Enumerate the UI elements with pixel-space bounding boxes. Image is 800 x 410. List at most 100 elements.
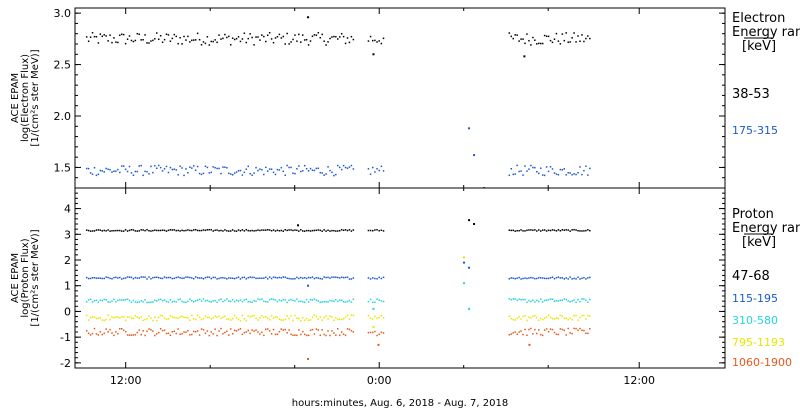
data-point (587, 174, 589, 176)
data-point (117, 41, 119, 44)
data-point (547, 299, 550, 301)
data-point (282, 276, 285, 278)
data-point (228, 318, 230, 320)
data-point (518, 170, 520, 173)
data-point (224, 331, 226, 334)
data-point (226, 330, 228, 332)
data-point (559, 230, 562, 232)
data-point (573, 32, 575, 34)
data-point (555, 277, 558, 279)
data-point (522, 38, 524, 40)
data-point (551, 317, 554, 320)
electron-legend-title: [keV] (742, 39, 776, 54)
data-point (208, 316, 211, 319)
data-point (278, 330, 281, 333)
data-point (378, 229, 380, 232)
data-point (536, 170, 538, 173)
data-point (340, 32, 343, 35)
data-point (261, 277, 263, 280)
data-point (313, 34, 316, 36)
data-point (573, 299, 575, 301)
data-point (563, 298, 566, 300)
data-point (321, 319, 323, 321)
data-point (177, 276, 179, 278)
data-point (89, 298, 92, 300)
data-point (165, 276, 168, 279)
legend-entry-1060-1900: 1060-1900 (732, 356, 792, 369)
legend-entry-175-315: 175-315 (732, 124, 778, 137)
data-point (192, 277, 195, 280)
data-point (520, 299, 522, 301)
legend-entry-795-1193: 795-1193 (732, 336, 785, 349)
data-point (122, 316, 125, 318)
data-point (194, 276, 197, 278)
data-point (508, 278, 511, 280)
data-point (259, 168, 261, 170)
data-point (555, 230, 558, 232)
data-point (231, 37, 234, 39)
data-point (220, 229, 222, 232)
data-point (101, 319, 104, 321)
data-point (518, 298, 520, 300)
data-point (573, 228, 575, 231)
data-point (561, 169, 564, 171)
data-point (245, 41, 248, 44)
data-point (202, 277, 205, 280)
data-point (255, 36, 257, 38)
data-point (154, 276, 156, 279)
data-point (309, 298, 312, 301)
data-point (257, 36, 259, 38)
data-point (189, 41, 191, 43)
data-point (516, 299, 518, 302)
data-point (528, 277, 530, 279)
data-point (270, 298, 273, 300)
data-point (167, 276, 170, 279)
data-point (167, 34, 170, 36)
data-point (146, 301, 148, 304)
data-point (532, 36, 534, 39)
data-point (140, 229, 142, 231)
data-point (380, 314, 383, 317)
data-point (327, 166, 329, 168)
data-point (567, 278, 569, 280)
data-point (331, 300, 333, 302)
data-point (140, 39, 142, 41)
data-point (148, 301, 150, 304)
data-point (263, 316, 265, 319)
data-point (290, 333, 292, 336)
data-point (573, 277, 575, 280)
data-point (226, 318, 228, 320)
data-point (319, 229, 322, 232)
data-point (282, 298, 285, 301)
data-point (85, 167, 88, 170)
data-point (524, 42, 526, 45)
data-point (130, 172, 133, 174)
data-point (216, 316, 218, 318)
data-point (300, 300, 302, 303)
data-point (468, 219, 471, 222)
data-point (214, 328, 216, 330)
data-point (321, 230, 323, 232)
data-point (159, 314, 162, 317)
data-point (120, 230, 123, 232)
data-point (532, 299, 534, 301)
data-point (249, 230, 251, 232)
data-point (294, 172, 296, 175)
data-point (214, 39, 216, 41)
data-point (557, 300, 560, 302)
data-point (152, 319, 154, 322)
data-point (210, 277, 213, 280)
proton-y-axis-label: ACE EPAM (10, 253, 21, 303)
data-point (577, 319, 579, 321)
data-point (122, 165, 125, 167)
x-axis-title: hours:minutes, Aug. 6, 2018 - Aug. 7, 20… (292, 398, 508, 409)
data-point (274, 299, 277, 301)
data-point (331, 171, 333, 174)
data-point (175, 301, 177, 303)
data-point (565, 298, 567, 301)
data-point (536, 316, 538, 319)
data-point (325, 173, 327, 175)
data-point (259, 298, 261, 301)
data-point (518, 276, 520, 279)
data-point (565, 174, 567, 176)
